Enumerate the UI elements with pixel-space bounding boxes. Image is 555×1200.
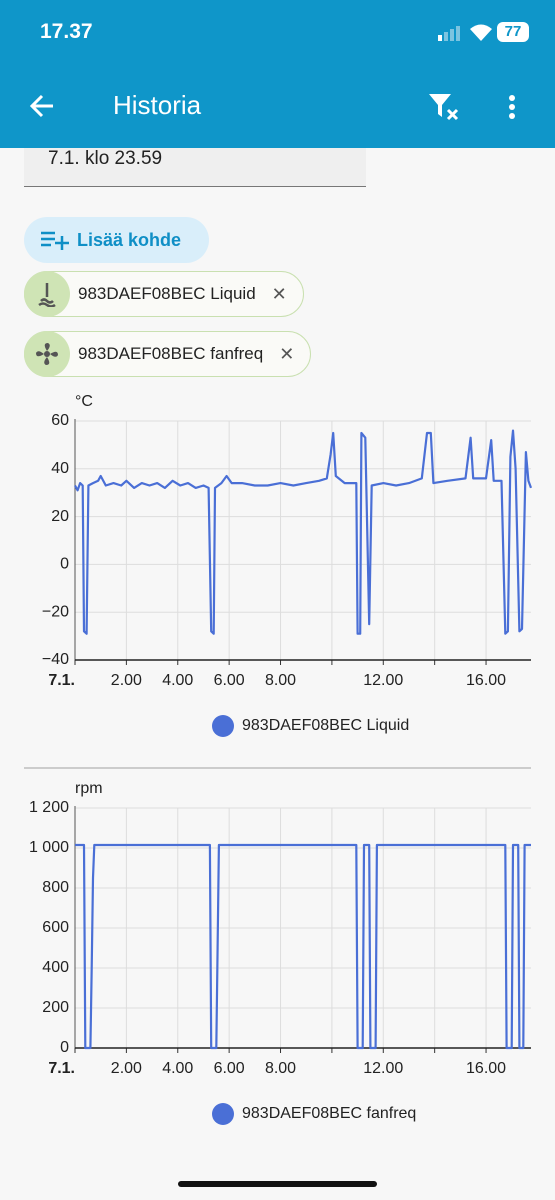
y-tick-label: 20 [51,508,69,525]
y-axis-label: rpm [75,780,103,797]
menu-button[interactable] [505,94,519,122]
y-tick-label: 60 [51,412,69,429]
header: 17.37 77 Historia [0,0,555,148]
legend-marker [212,1103,234,1125]
legend-marker [212,715,234,737]
chip-label: 983DAEF08BEC fanfreq [78,344,264,363]
y-tick-label: 0 [60,556,69,573]
signal-icon [438,26,460,41]
chip-label: 983DAEF08BEC Liquid [78,284,256,303]
y-tick-label: 1 000 [29,839,69,856]
battery: 77 [497,22,529,42]
y-tick-label: 800 [42,879,69,896]
x-tick-label: 4.00 [162,672,193,689]
add-label: Lisää kohde [77,229,182,250]
status-time: 17.37 [40,20,93,43]
legend-label: 983DAEF08BEC Liquid [242,717,409,734]
filter-clear-button[interactable] [427,92,463,122]
app-title: Historia [113,90,202,120]
y-tick-label: 200 [42,999,69,1016]
y-tick-label: −20 [42,603,69,620]
x-tick-label: 6.00 [214,1060,245,1077]
y-tick-label: 600 [42,919,69,936]
fan-icon [24,331,70,377]
x-tick-label: 7.1. [48,1060,75,1077]
x-tick-label: 2.00 [111,1060,142,1077]
date-value: 7.1. klo 23.59 [48,148,163,169]
y-tick-label: 0 [60,1039,69,1056]
y-tick-label: 40 [51,460,69,477]
back-button[interactable] [28,92,56,120]
add-icon [41,231,69,250]
x-tick-label: 16.00 [466,1060,506,1077]
chip-remove[interactable]: ✕ [271,283,287,304]
data-line [74,429,533,635]
chip[interactable]: 983DAEF08BEC Liquid ✕ [24,271,304,317]
legend-label: 983DAEF08BEC fanfreq [242,1105,416,1122]
y-axis-label: °C [75,393,93,410]
date-field[interactable]: 7.1. klo 23.59 [24,148,366,187]
chip[interactable]: 983DAEF08BEC fanfreq ✕ [24,331,312,377]
thermometer-icon [24,271,70,317]
x-tick-label: 8.00 [265,1060,296,1077]
x-tick-label: 8.00 [265,672,296,689]
x-tick-label: 16.00 [466,672,506,689]
x-tick-label: 7.1. [48,672,75,689]
x-tick-label: 4.00 [162,1060,193,1077]
x-tick-label: 6.00 [214,672,245,689]
charts: °C −40 −20 0 20 40 60 7.1. 2.00 4.00 6.00 8.00 12.00… [24,393,533,1125]
x-tick-label: 12.00 [363,672,403,689]
y-tick-label: 400 [42,959,69,976]
x-tick-label: 2.00 [111,672,142,689]
add-button[interactable]: Lisää kohde [24,217,209,263]
chip-remove[interactable]: ✕ [279,343,295,364]
x-tick-label: 12.00 [363,1060,403,1077]
data-line [75,843,531,1050]
y-tick-label: −40 [42,651,69,668]
wifi-icon [470,24,492,41]
home-indicator [178,1181,377,1187]
y-tick-label: 1 200 [29,799,69,816]
